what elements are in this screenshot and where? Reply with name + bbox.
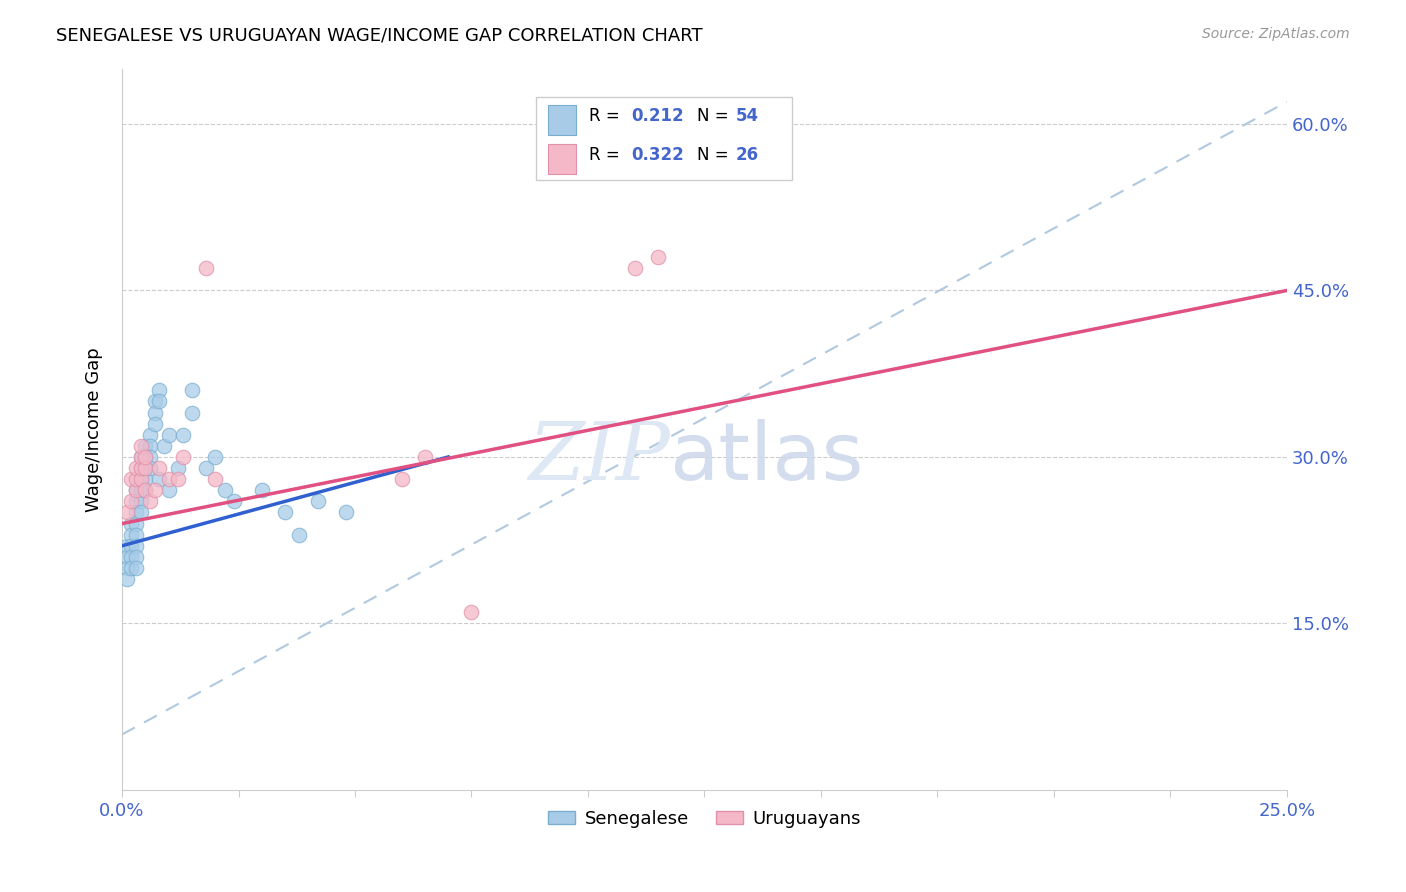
Point bbox=[115, 506, 138, 520]
Point bbox=[143, 417, 166, 431]
Point bbox=[120, 539, 142, 553]
Point bbox=[129, 461, 152, 475]
FancyBboxPatch shape bbox=[548, 105, 576, 136]
Point bbox=[148, 394, 170, 409]
Point bbox=[125, 461, 148, 475]
Point bbox=[194, 461, 217, 475]
Text: N =: N = bbox=[697, 107, 734, 126]
Point bbox=[623, 261, 645, 276]
Point bbox=[125, 549, 148, 564]
Point bbox=[134, 472, 156, 486]
Point bbox=[139, 494, 162, 508]
Point bbox=[157, 427, 180, 442]
Point bbox=[129, 472, 152, 486]
Point bbox=[204, 472, 226, 486]
Point bbox=[153, 439, 176, 453]
Point bbox=[391, 472, 413, 486]
Point bbox=[204, 450, 226, 464]
Point bbox=[134, 450, 156, 464]
Point bbox=[125, 483, 148, 498]
Point bbox=[139, 450, 162, 464]
Point bbox=[115, 561, 138, 575]
Point bbox=[274, 506, 297, 520]
Point bbox=[157, 483, 180, 498]
Point bbox=[120, 516, 142, 531]
Text: 26: 26 bbox=[735, 146, 759, 164]
Text: SENEGALESE VS URUGUAYAN WAGE/INCOME GAP CORRELATION CHART: SENEGALESE VS URUGUAYAN WAGE/INCOME GAP … bbox=[56, 27, 703, 45]
Point bbox=[129, 494, 152, 508]
Point bbox=[125, 527, 148, 541]
FancyBboxPatch shape bbox=[536, 97, 792, 180]
Text: ZIP: ZIP bbox=[527, 419, 669, 497]
Point bbox=[125, 539, 148, 553]
Point bbox=[134, 461, 156, 475]
Point bbox=[307, 494, 329, 508]
Point bbox=[143, 406, 166, 420]
Point bbox=[460, 605, 482, 619]
Text: 0.322: 0.322 bbox=[631, 146, 683, 164]
Point bbox=[172, 427, 194, 442]
Point bbox=[129, 483, 152, 498]
Point bbox=[120, 527, 142, 541]
Point bbox=[129, 450, 152, 464]
Point bbox=[139, 439, 162, 453]
Point bbox=[125, 483, 148, 498]
Point bbox=[129, 472, 152, 486]
Point bbox=[134, 461, 156, 475]
Point bbox=[148, 472, 170, 486]
Point bbox=[288, 527, 311, 541]
Text: atlas: atlas bbox=[669, 419, 863, 497]
Point bbox=[129, 450, 152, 464]
Point bbox=[194, 261, 217, 276]
Point bbox=[167, 472, 190, 486]
Point bbox=[120, 549, 142, 564]
Point bbox=[148, 384, 170, 398]
Point bbox=[167, 461, 190, 475]
Point bbox=[115, 549, 138, 564]
Point bbox=[181, 384, 204, 398]
Point bbox=[335, 506, 357, 520]
Y-axis label: Wage/Income Gap: Wage/Income Gap bbox=[86, 347, 103, 512]
Point bbox=[125, 472, 148, 486]
Point bbox=[143, 483, 166, 498]
Point bbox=[125, 561, 148, 575]
Point bbox=[139, 427, 162, 442]
Text: R =: R = bbox=[589, 107, 626, 126]
FancyBboxPatch shape bbox=[548, 145, 576, 175]
Point bbox=[129, 439, 152, 453]
Point bbox=[222, 494, 245, 508]
Point bbox=[413, 450, 436, 464]
Point bbox=[120, 561, 142, 575]
Point bbox=[647, 250, 669, 264]
Point bbox=[134, 439, 156, 453]
Point bbox=[143, 394, 166, 409]
Point bbox=[125, 516, 148, 531]
Point bbox=[115, 572, 138, 586]
Point bbox=[125, 494, 148, 508]
Point bbox=[129, 506, 152, 520]
Point bbox=[134, 450, 156, 464]
Point bbox=[125, 506, 148, 520]
Point bbox=[172, 450, 194, 464]
Text: Source: ZipAtlas.com: Source: ZipAtlas.com bbox=[1202, 27, 1350, 41]
Text: 54: 54 bbox=[735, 107, 759, 126]
Point bbox=[148, 461, 170, 475]
Text: 0.212: 0.212 bbox=[631, 107, 683, 126]
Point bbox=[214, 483, 236, 498]
Point bbox=[157, 472, 180, 486]
Point bbox=[134, 483, 156, 498]
Text: N =: N = bbox=[697, 146, 734, 164]
Point bbox=[115, 539, 138, 553]
Point bbox=[134, 483, 156, 498]
Point bbox=[139, 461, 162, 475]
Point bbox=[120, 494, 142, 508]
Point bbox=[181, 406, 204, 420]
Point bbox=[129, 461, 152, 475]
Point bbox=[250, 483, 273, 498]
Point bbox=[120, 472, 142, 486]
Legend: Senegalese, Uruguayans: Senegalese, Uruguayans bbox=[541, 803, 868, 835]
Text: R =: R = bbox=[589, 146, 626, 164]
